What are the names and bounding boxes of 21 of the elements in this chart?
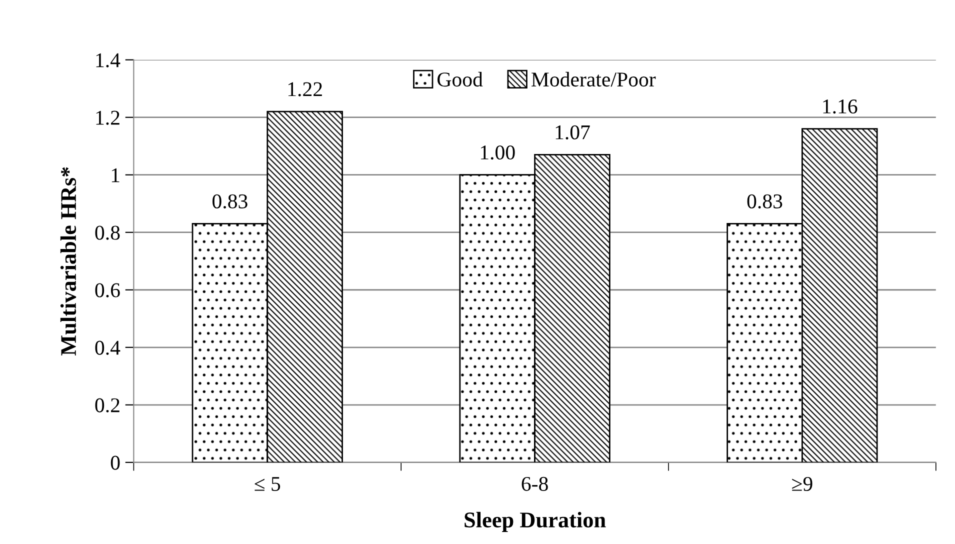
- data-label: 1.16: [823, 100, 858, 114]
- y-axis-title: Multivariable HRs*: [60, 167, 76, 356]
- data-label: 1.22: [288, 82, 322, 96]
- y-tick-label: 0.6: [95, 283, 120, 298]
- data-label: 1.00: [480, 145, 515, 160]
- y-tick-label: 0.8: [95, 226, 120, 240]
- y-tick-label: 0: [110, 456, 120, 470]
- y-tick-label: 0.2: [95, 398, 120, 412]
- y-tick-label: 1: [112, 168, 120, 182]
- legend-label: Good: [438, 72, 483, 87]
- y-tick-label: 1.2: [96, 110, 120, 125]
- x-axis-title: Sleep Duration: [464, 512, 606, 532]
- x-tick-label: 6-8: [522, 476, 548, 491]
- y-tick-label: 0.4: [95, 340, 120, 355]
- data-label: 1.07: [556, 125, 590, 140]
- data-label: 0.83: [747, 194, 782, 208]
- data-label: 0.83: [212, 194, 248, 208]
- x-tick-label: ≤ 5: [254, 477, 280, 491]
- legend-label: Moderate/Poor: [531, 72, 656, 87]
- x-tick-label: ≥9: [792, 476, 812, 491]
- y-tick-label: 1.4: [96, 53, 120, 68]
